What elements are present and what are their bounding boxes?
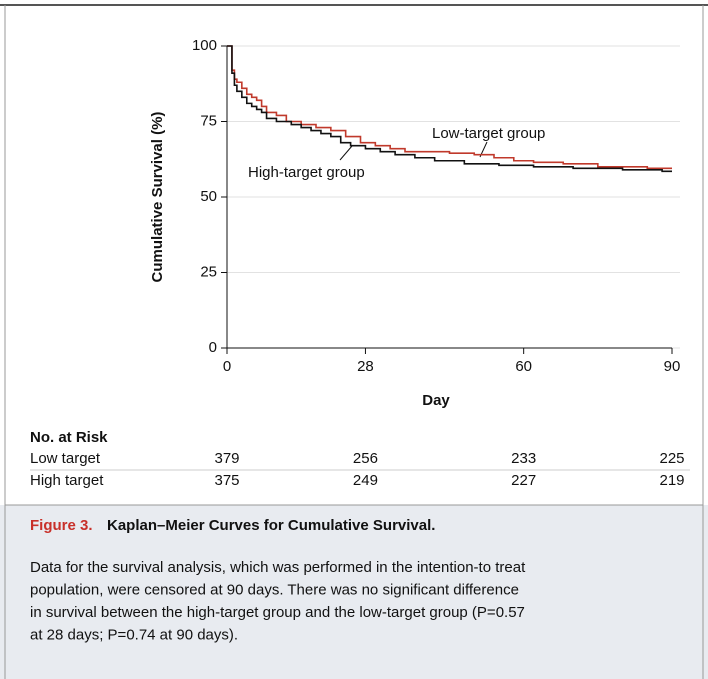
x-tick-label: 0 — [223, 358, 231, 375]
risk-value: 379 — [214, 450, 239, 467]
caption-text: population, were censored at 90 days. Th… — [30, 581, 519, 598]
x-axis-label: Day — [422, 392, 450, 409]
caption-text: in survival between the high-target grou… — [30, 604, 525, 621]
caption-background — [0, 505, 708, 679]
risk-value: 375 — [214, 472, 239, 489]
risk-value: 256 — [353, 450, 378, 467]
survival-curve — [227, 45, 672, 170]
leader-line — [339, 145, 353, 161]
risk-value: 225 — [659, 450, 684, 467]
risk-value: 233 — [511, 450, 536, 467]
caption-title: Kaplan–Meier Curves for Cumulative Survi… — [107, 517, 435, 534]
y-tick-label: 25 — [200, 263, 217, 280]
survival-curve — [227, 45, 672, 173]
annotation: Low-target group — [432, 125, 545, 142]
caption-label: Figure 3. — [30, 517, 93, 534]
caption-text: at 28 days; P=0.74 at 90 days). — [30, 626, 238, 643]
y-tick-label: 50 — [200, 188, 217, 205]
annotation: High-target group — [248, 164, 365, 181]
risk-title: No. at Risk — [30, 429, 108, 446]
y-axis-label: Cumulative Survival (%) — [149, 112, 166, 283]
risk-row-label: Low target — [30, 450, 101, 467]
x-tick-label: 60 — [515, 358, 532, 375]
x-tick-label: 90 — [664, 358, 681, 375]
risk-value: 227 — [511, 472, 536, 489]
risk-value: 249 — [353, 472, 378, 489]
y-tick-label: 0 — [209, 339, 217, 356]
y-tick-label: 100 — [192, 37, 217, 54]
x-tick-label: 28 — [357, 358, 374, 375]
risk-row-label: High target — [30, 472, 104, 489]
y-tick-label: 75 — [200, 112, 217, 129]
risk-value: 219 — [659, 472, 684, 489]
caption-text: Data for the survival analysis, which wa… — [30, 559, 526, 576]
